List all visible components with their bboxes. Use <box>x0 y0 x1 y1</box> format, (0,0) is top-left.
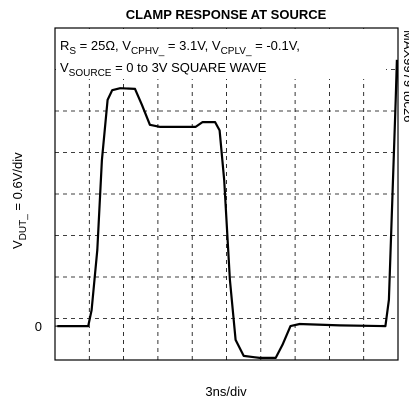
y-axis-label-part: = 0.6V/div <box>10 152 25 214</box>
annotation-line: RS = 25Ω, VCPHV_ = 3.1V, VCPLV_ = -0.1V, <box>60 38 300 57</box>
annotation-line-part: R <box>60 38 69 53</box>
annotation-line: VSOURCE = 0 to 3V SQUARE WAVE <box>60 60 267 79</box>
trace <box>57 59 398 359</box>
x-axis-label: 3ns/div <box>205 384 247 399</box>
annotation-line-part: = -0.1V, <box>252 38 300 53</box>
annotation-line-subscript: SOURCE <box>69 68 112 79</box>
y-axis-label-subscript: DUT_ <box>18 214 29 241</box>
side-label: MAX9979 toc26 <box>401 30 409 123</box>
annotation-line-part: = 0 to 3V SQUARE WAVE <box>111 60 266 75</box>
annotation-line-part: = 3.1V, V <box>164 38 221 53</box>
annotation-line-subscript: CPHV_ <box>131 46 165 57</box>
annotation-line-subscript: CPLV_ <box>221 46 252 57</box>
annotation-line-part: V <box>60 60 69 75</box>
annotation-line-part: = 25Ω, V <box>76 38 131 53</box>
chart-title: CLAMP RESPONSE AT SOURCE <box>126 7 327 22</box>
plot-frame <box>54 27 399 361</box>
annotation-background <box>56 29 386 79</box>
y-axis-label-part: V <box>10 240 25 249</box>
y-axis-label: VDUT_ = 0.6V/div <box>10 152 29 249</box>
y-tick-label: 0 <box>35 319 42 334</box>
annotation-line-subscript: S <box>69 46 76 57</box>
